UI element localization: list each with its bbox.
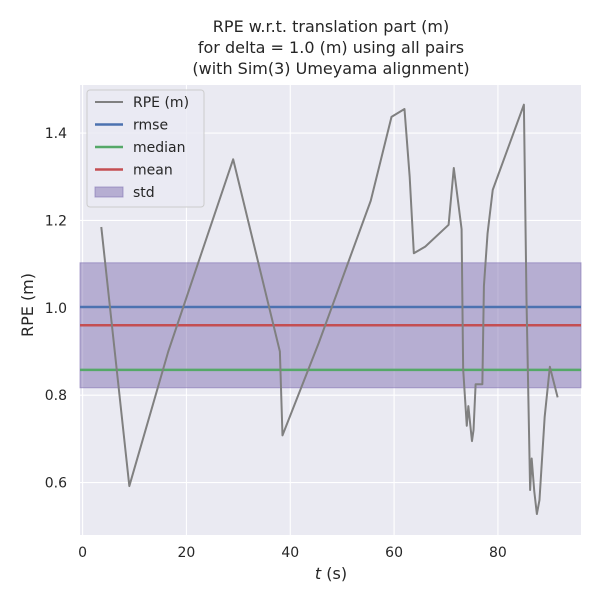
y-tick-label: 0.6 xyxy=(45,476,67,492)
rpe-series-line xyxy=(100,103,559,516)
y-tick-label: 1.4 xyxy=(45,126,67,142)
x-axis-label-var: t xyxy=(315,564,322,583)
y-tick-label: 1.2 xyxy=(45,213,67,229)
legend-label: rmse xyxy=(133,118,168,134)
y-axis-label: RPE (m) xyxy=(18,273,37,337)
legend-swatch-std xyxy=(94,186,124,198)
legend-label: median xyxy=(133,140,185,156)
chart-title: RPE w.r.t. translation part (m) for delt… xyxy=(192,17,469,78)
x-tick-label: 20 xyxy=(178,545,196,561)
legend-box xyxy=(86,89,205,208)
legend: RPE (m) rmse median mean std xyxy=(86,89,205,208)
y-tick-label: 1.0 xyxy=(45,301,67,317)
x-axis-label: t (s) xyxy=(315,564,347,583)
legend-label: std xyxy=(133,185,155,201)
legend-label: mean xyxy=(133,163,173,179)
x-tick-label: 80 xyxy=(489,545,507,561)
chart-title-line-2: for delta = 1.0 (m) using all pairs xyxy=(198,38,464,57)
chart-title-line-3: (with Sim(3) Umeyama alignment) xyxy=(192,59,469,78)
x-tick-label: 40 xyxy=(281,545,299,561)
series-layer xyxy=(100,103,559,516)
legend-label: RPE (m) xyxy=(133,95,189,111)
x-tick-label: 0 xyxy=(78,545,87,561)
y-tick-label: 0.8 xyxy=(45,388,67,404)
chart-title-line-1: RPE w.r.t. translation part (m) xyxy=(213,17,449,36)
x-axis-label-unit: (s) xyxy=(321,564,347,583)
x-tick-label: 60 xyxy=(385,545,403,561)
x-axis-ticks: 0 20 40 60 80 xyxy=(78,545,507,561)
y-axis-ticks: 0.6 0.8 1.0 1.2 1.4 xyxy=(45,126,67,492)
